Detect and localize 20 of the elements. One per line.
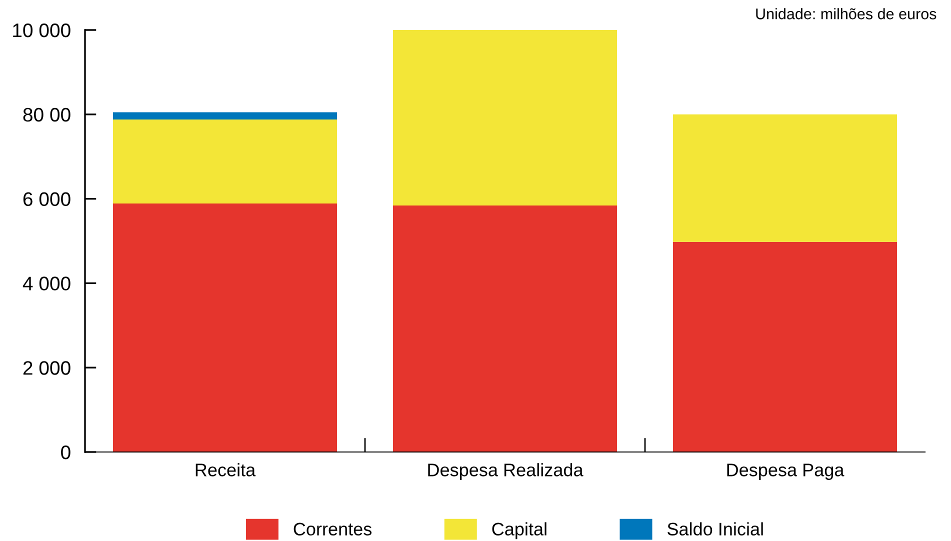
y-tick-label: 10 000 xyxy=(13,23,70,38)
y-tick-label: 0 xyxy=(61,445,70,460)
bar xyxy=(113,112,337,120)
x-tick-label: Receita xyxy=(196,463,256,476)
bar xyxy=(113,203,337,452)
text: Unidade: milhões de euros xyxy=(756,8,936,20)
legend-label: Capital xyxy=(492,522,546,540)
bar xyxy=(673,114,897,242)
x-tick-label: Despesa Realizada xyxy=(428,463,584,480)
bar xyxy=(393,30,617,206)
legend-label: Correntes xyxy=(294,522,372,536)
y-tick-label: 80 00 xyxy=(23,108,70,122)
y-tick-label: 2 000 xyxy=(23,361,70,375)
bar xyxy=(113,119,337,204)
y-tick-label: 4 000 xyxy=(22,276,70,290)
y-tick-label: 6 000 xyxy=(23,192,70,206)
x-tick-label: Despesa Paga xyxy=(727,464,844,480)
legend-label: Saldo Inicial xyxy=(668,522,763,536)
bar xyxy=(393,206,617,452)
bar xyxy=(673,242,897,452)
